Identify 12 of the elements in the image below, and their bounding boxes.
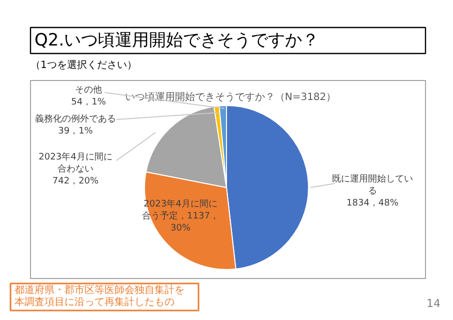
slice-label: その他 [75, 84, 102, 96]
text: 14 [426, 297, 441, 310]
slice-label: 2023年4月に間に合わない [38, 152, 112, 174]
slice-label: 義務化の例外である [35, 114, 116, 124]
slice-label: 既に運用開始している [332, 174, 413, 196]
chart-title: Q2.いつ頃運用開始できそうですか？ [34, 30, 320, 50]
data-label: 54，1% [71, 98, 106, 108]
text: 都道府県・郡市区等医師会独自集計を本調査項目に沿って再集計したもの [14, 284, 184, 308]
data-label: 39，1% [58, 126, 94, 136]
data-label: 1834，48% [346, 198, 399, 208]
data-label: 742，20% [52, 176, 100, 186]
chart-subtitle: （1つを選択ください） [30, 59, 137, 71]
